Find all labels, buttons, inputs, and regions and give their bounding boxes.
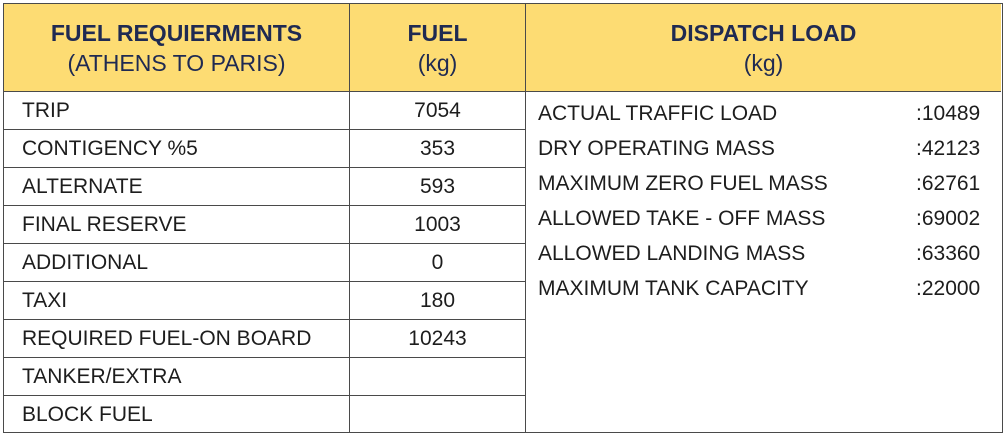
dispatch-row-label: DRY OPERATING MASS [538, 137, 775, 160]
dispatch-row-label: ACTUAL TRAFFIC LOAD [538, 102, 778, 125]
fuel-row-label: FINAL RESERVE [4, 206, 350, 244]
header-fuel-unit: (kg) [417, 49, 458, 76]
fuel-row-label: REQUIRED FUEL-ON BOARD [4, 320, 350, 358]
header-fuel-title: FUEL [407, 19, 468, 46]
fuel-row-value [350, 396, 526, 432]
fuel-row-additional: ADDITIONAL 0 [4, 244, 526, 282]
fuel-row-value [350, 358, 526, 396]
dispatch-row-label: ALLOWED TAKE - OFF MASS [538, 207, 826, 230]
fuel-row-label: TRIP [4, 92, 350, 130]
dispatch-row-label: ALLOWED LANDING MASS [538, 242, 806, 265]
fuel-row-contingency: CONTIGENCY %5 353 [4, 130, 526, 168]
fuel-row-label: TAXI [4, 282, 350, 320]
fuel-row-final-reserve: FINAL RESERVE 1003 [4, 206, 526, 244]
dispatch-row-allowed-take-off-mass: ALLOWED TAKE - OFF MASS :69002 [526, 201, 1001, 236]
fuel-row-trip: TRIP 7054 [4, 92, 526, 130]
fuel-row-value: 0 [350, 244, 526, 282]
table-frame: FUEL REQUIERMENTS (ATHENS TO PARIS) FUEL… [3, 3, 1003, 433]
header-requirements-title: FUEL REQUIERMENTS [50, 19, 303, 46]
fuel-row-label: BLOCK FUEL [4, 396, 350, 432]
dispatch-row-value: :42123 [916, 137, 981, 160]
dispatch-row-label: MAXIMUM ZERO FUEL MASS [538, 172, 828, 195]
fuel-row-label: TANKER/EXTRA [4, 358, 350, 396]
dispatch-row-allowed-landing-mass: ALLOWED LANDING MASS :63360 [526, 236, 1001, 271]
fuel-row-value: 7054 [350, 92, 526, 130]
fuel-row-label: ADDITIONAL [4, 244, 350, 282]
header-dispatch-title: DISPATCH LOAD [670, 19, 857, 46]
dispatch-row-maximum-tank-capacity: MAXIMUM TANK CAPACITY :22000 [526, 271, 1001, 306]
fuel-row-value: 180 [350, 282, 526, 320]
header-dispatch-load: DISPATCH LOAD (kg) [526, 4, 1001, 92]
dispatch-row-dry-operating-mass: DRY OPERATING MASS :42123 [526, 131, 1001, 166]
header-fuel: FUEL (kg) [350, 4, 526, 92]
fuel-row-tanker-extra: TANKER/EXTRA [4, 358, 526, 396]
fuel-row-label: CONTIGENCY %5 [4, 130, 350, 168]
fuel-row-value: 10243 [350, 320, 526, 358]
dispatch-row-value: :63360 [916, 242, 981, 265]
fuel-row-taxi: TAXI 180 [4, 282, 526, 320]
fuel-row-value: 353 [350, 130, 526, 168]
dispatch-row-maximum-zero-fuel-mass: MAXIMUM ZERO FUEL MASS :62761 [526, 166, 1001, 201]
fuel-row-value: 1003 [350, 206, 526, 244]
dispatch-row-value: :22000 [916, 277, 981, 300]
fuel-row-value: 593 [350, 168, 526, 206]
fuel-row-required-fuel-on-board: REQUIRED FUEL-ON BOARD 10243 [4, 320, 526, 358]
header-fuel-requirements: FUEL REQUIERMENTS (ATHENS TO PARIS) [4, 4, 350, 92]
dispatch-row-value: :10489 [916, 102, 981, 125]
dispatch-row-value: :69002 [916, 207, 981, 230]
fuel-row-alternate: ALTERNATE 593 [4, 168, 526, 206]
dispatch-row-label: MAXIMUM TANK CAPACITY [538, 277, 809, 300]
fuel-row-block-fuel: BLOCK FUEL [4, 396, 526, 432]
dispatch-row-actual-traffic-load: ACTUAL TRAFFIC LOAD :10489 [526, 96, 1001, 131]
fuel-row-label: ALTERNATE [4, 168, 350, 206]
header-dispatch-unit: (kg) [743, 49, 784, 76]
header-requirements-route: (ATHENS TO PARIS) [67, 49, 286, 76]
dispatch-row-value: :62761 [916, 172, 981, 195]
